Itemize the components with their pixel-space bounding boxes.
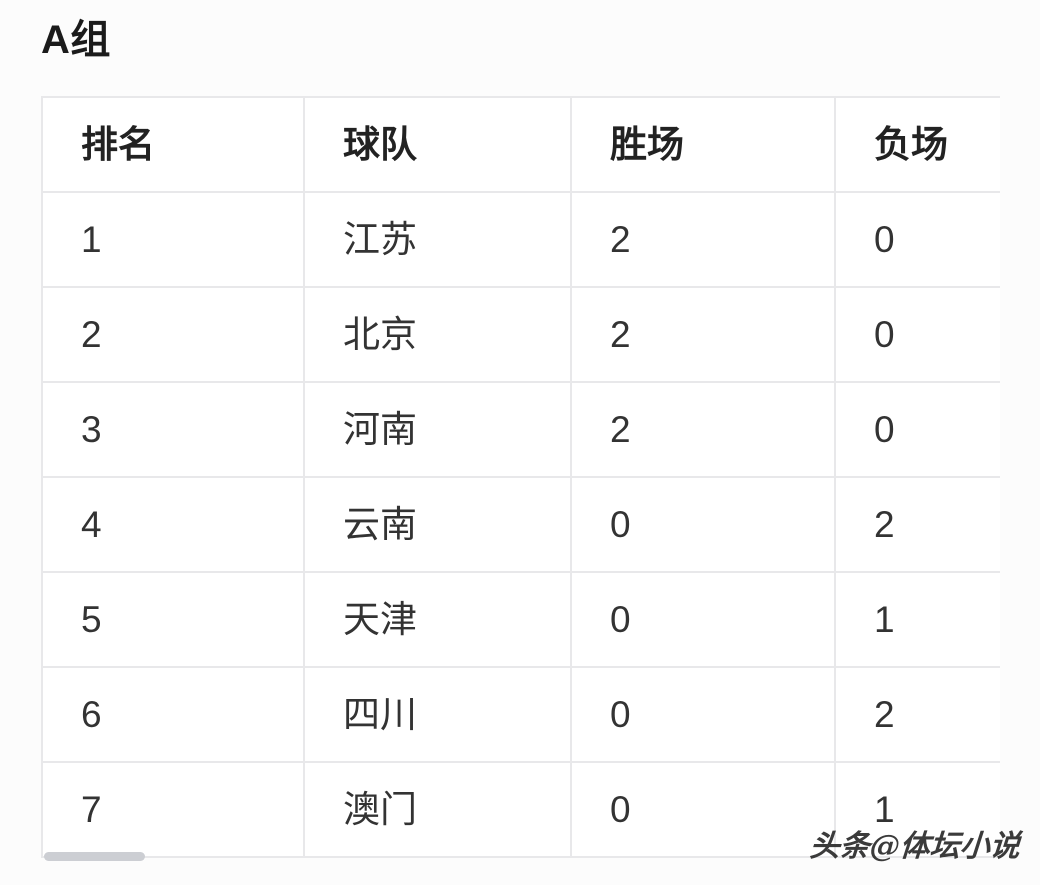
cell-losses: 1	[834, 761, 1000, 858]
cell-team: 天津	[303, 571, 572, 668]
standings-table-viewport[interactable]: 排名 球队 胜场 负场 1 江苏 2 0 2 北京 2 0	[41, 96, 1000, 869]
page-title: A组	[41, 18, 111, 62]
cell-losses: 2	[834, 666, 1000, 763]
table-row[interactable]: 5 天津 0 1	[41, 571, 1000, 668]
horizontal-scrollbar[interactable]	[44, 850, 994, 862]
table-header: 排名 球队 胜场 负场	[41, 96, 1000, 193]
cell-wins: 2	[570, 286, 836, 383]
cell-team: 江苏	[303, 191, 572, 288]
horizontal-scrollbar-thumb[interactable]	[44, 852, 145, 861]
cell-wins: 0	[570, 571, 836, 668]
cell-losses: 0	[834, 191, 1000, 288]
table-row[interactable]: 2 北京 2 0	[41, 286, 1000, 383]
table-row[interactable]: 4 云南 0 2	[41, 476, 1000, 573]
table-body: 1 江苏 2 0 2 北京 2 0 3 河南 2 0	[41, 191, 1000, 858]
cell-rank: 7	[41, 761, 305, 858]
column-header-wins[interactable]: 胜场	[570, 96, 836, 193]
table-row[interactable]: 3 河南 2 0	[41, 381, 1000, 478]
cell-wins: 2	[570, 191, 836, 288]
column-header-team[interactable]: 球队	[303, 96, 572, 193]
cell-rank: 6	[41, 666, 305, 763]
column-header-rank[interactable]: 排名	[41, 96, 305, 193]
cell-team: 四川	[303, 666, 572, 763]
cell-rank: 2	[41, 286, 305, 383]
cell-losses: 1	[834, 571, 1000, 668]
column-header-losses[interactable]: 负场	[834, 96, 1000, 193]
standings-table: 排名 球队 胜场 负场 1 江苏 2 0 2 北京 2 0	[41, 96, 1000, 858]
cell-losses: 2	[834, 476, 1000, 573]
cell-wins: 0	[570, 761, 836, 858]
table-row[interactable]: 1 江苏 2 0	[41, 191, 1000, 288]
cell-wins: 2	[570, 381, 836, 478]
cell-wins: 0	[570, 476, 836, 573]
cell-rank: 4	[41, 476, 305, 573]
cell-rank: 1	[41, 191, 305, 288]
cell-losses: 0	[834, 286, 1000, 383]
table-row[interactable]: 6 四川 0 2	[41, 666, 1000, 763]
cell-team: 河南	[303, 381, 572, 478]
cell-losses: 0	[834, 381, 1000, 478]
table-row[interactable]: 7 澳门 0 1	[41, 761, 1000, 858]
cell-rank: 3	[41, 381, 305, 478]
cell-team: 澳门	[303, 761, 572, 858]
cell-rank: 5	[41, 571, 305, 668]
cell-team: 北京	[303, 286, 572, 383]
table-header-row: 排名 球队 胜场 负场	[41, 96, 1000, 193]
cell-wins: 0	[570, 666, 836, 763]
cell-team: 云南	[303, 476, 572, 573]
